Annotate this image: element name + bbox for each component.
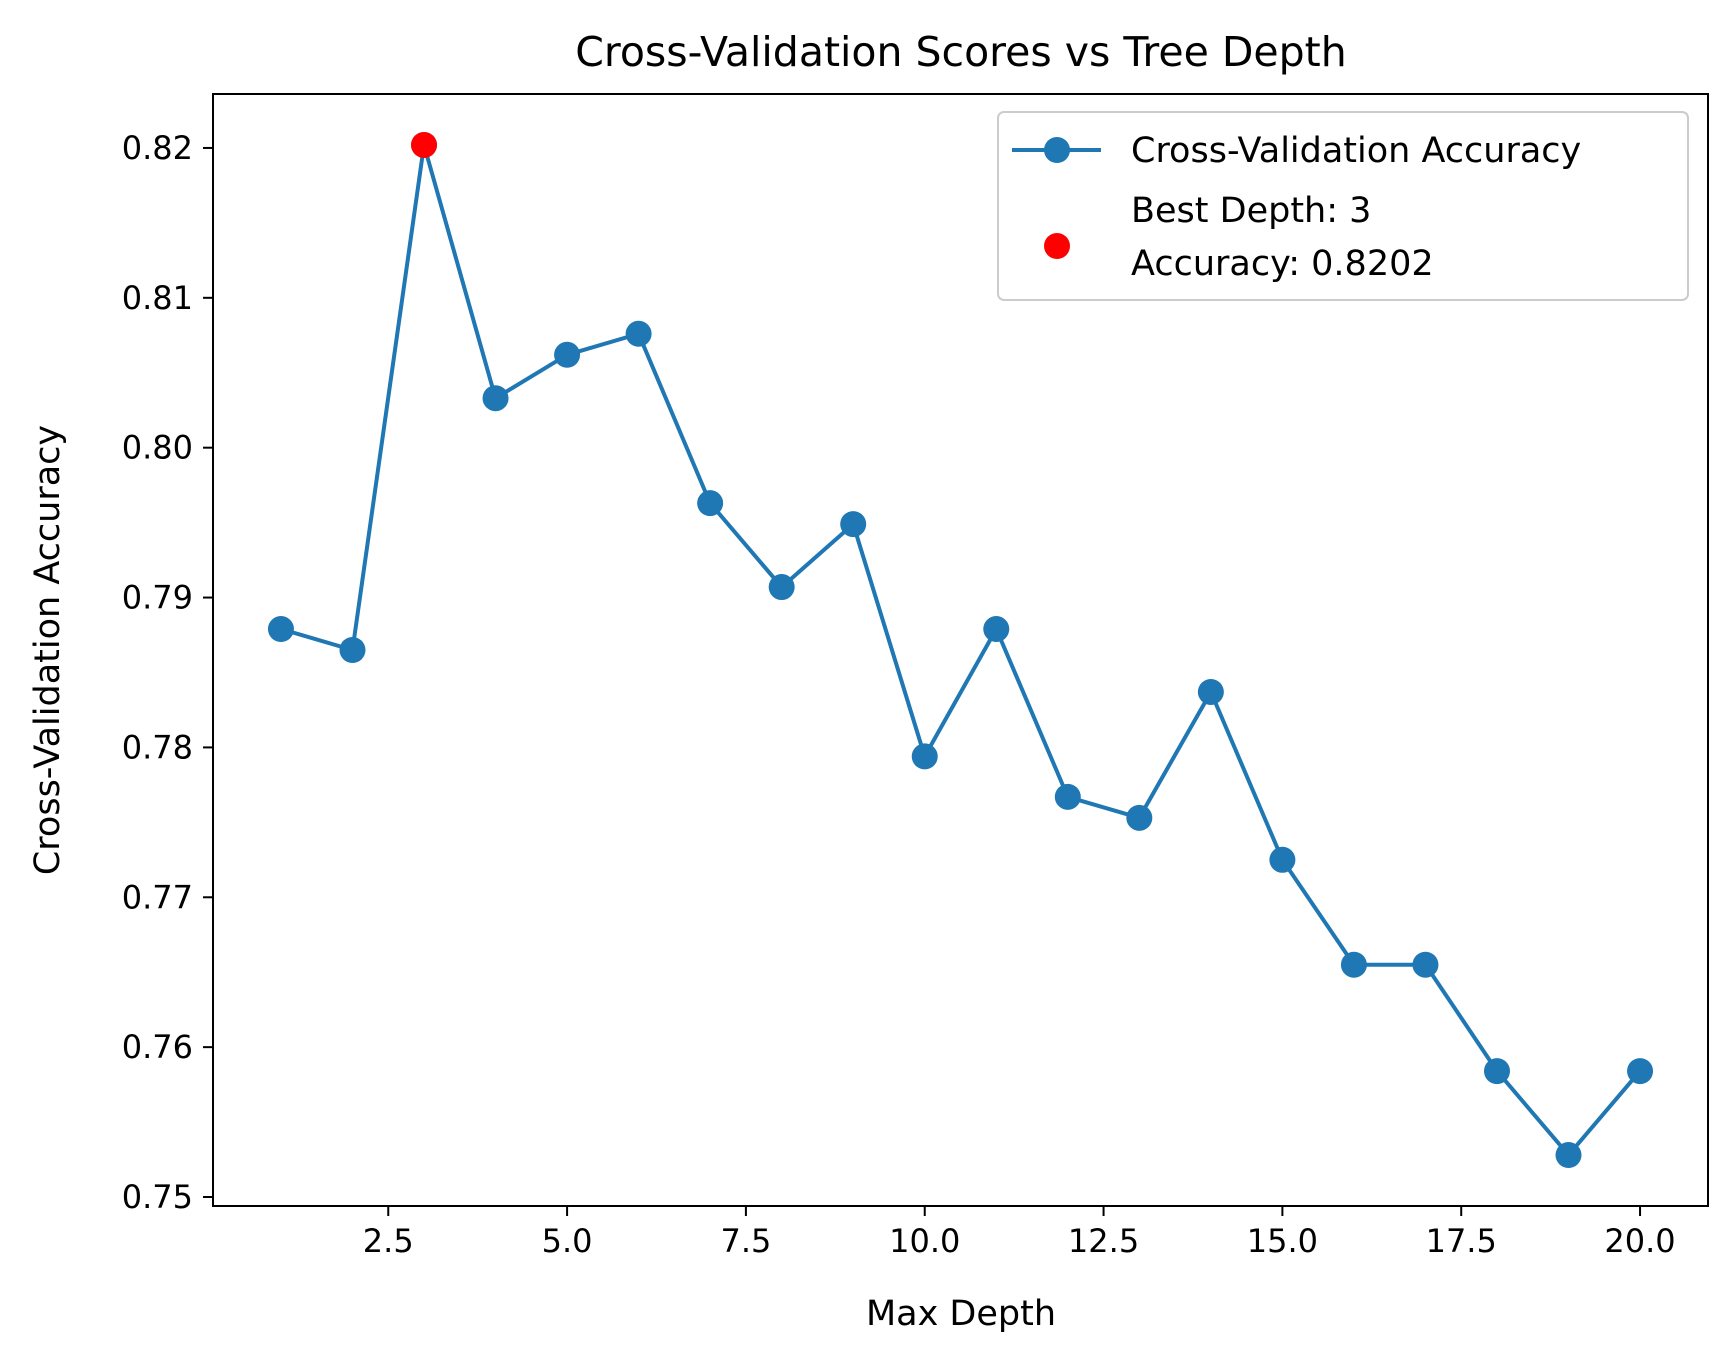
y-tick-label: 0.75 [122,1178,193,1216]
y-tick-label: 0.78 [122,728,193,766]
data-point [339,637,366,663]
x-tick-label: 12.5 [1068,1222,1139,1260]
legend-box [997,111,1689,301]
y-axis-ticks: 0.75 0.76 0.77 0.78 0.79 0.80 0.81 0.82 [122,129,213,1216]
data-point [1340,951,1367,978]
chart-title: Cross-Validation Scores vs Tree Depth [575,28,1347,76]
data-point [625,320,652,347]
data-point [768,574,795,601]
y-tick-label: 0.76 [122,1028,193,1066]
data-point [1627,1058,1654,1085]
legend-label-best-depth: Best Depth: 3 [1131,191,1371,231]
legend-best-swatch [1044,233,1070,259]
data-point [482,385,509,412]
x-tick-label: 10.0 [889,1222,960,1260]
data-point [1197,678,1224,705]
y-tick-label: 0.77 [122,878,193,916]
plot-area [212,93,1709,1207]
best-point-marker [411,131,438,158]
y-tick-label: 0.79 [122,579,193,617]
data-point [911,743,938,770]
data-point [840,511,867,538]
y-tick-label: 0.80 [122,429,193,467]
data-point [1483,1058,1510,1085]
x-axis-label: Max Depth [866,1294,1056,1334]
x-tick-label: 20.0 [1604,1222,1675,1260]
x-tick-label: 7.5 [720,1222,771,1260]
data-point [1269,846,1296,873]
x-axis-ticks: 2.5 5.0 7.5 10.0 12.5 15.0 17.5 20.0 [363,1206,1676,1260]
y-tick-label: 0.82 [122,129,193,167]
series-layer [267,131,1654,1169]
legend-label-best-accuracy: Accuracy: 0.8202 [1131,244,1434,284]
data-point [267,616,294,643]
data-point [1126,804,1153,831]
y-tick-label: 0.81 [122,279,193,317]
legend-marker-swatch [1044,137,1070,163]
data-point [1412,951,1439,978]
axes-frame [212,93,1709,1207]
data-point [554,341,581,368]
legend-label-series: Cross-Validation Accuracy [1131,131,1581,171]
x-tick-label: 2.5 [363,1222,414,1260]
x-tick-label: 5.0 [542,1222,593,1260]
data-point [983,616,1010,643]
legend: Cross-Validation Accuracy Best Depth: 3 … [997,111,1689,301]
data-point [697,490,724,517]
data-point [1054,783,1081,810]
y-axis-label: Cross-Validation Accuracy [28,425,68,875]
x-tick-label: 15.0 [1247,1222,1318,1260]
data-point [1555,1142,1582,1169]
x-tick-label: 17.5 [1426,1222,1497,1260]
